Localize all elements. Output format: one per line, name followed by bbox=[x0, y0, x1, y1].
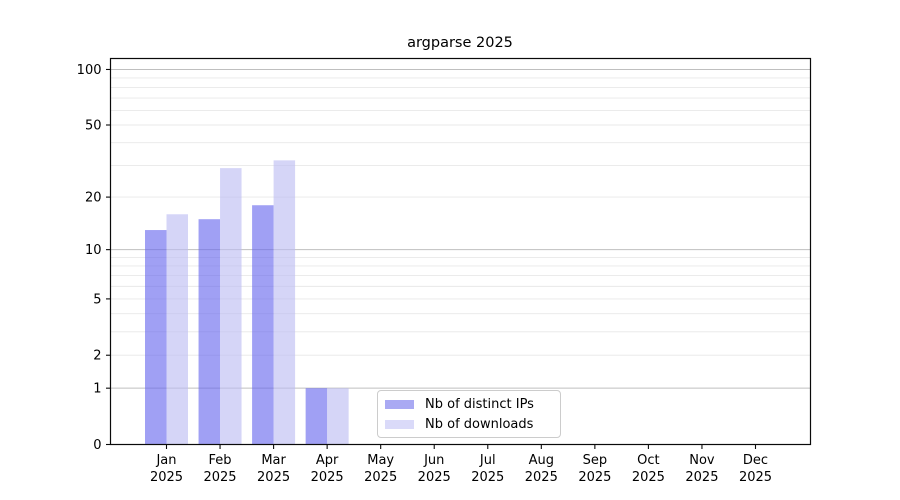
x-tick-label-month: Jan bbox=[155, 453, 176, 468]
bar-jan-downloads bbox=[166, 214, 188, 445]
bar-jan-distinct-ips bbox=[145, 230, 167, 445]
x-tick-label-month: Jul bbox=[479, 453, 496, 468]
x-tick-label-year: 2025 bbox=[471, 470, 504, 485]
bar-feb-downloads bbox=[220, 168, 242, 445]
y-tick-label: 1 bbox=[93, 382, 101, 397]
x-tick-label-year: 2025 bbox=[739, 470, 772, 485]
x-tick-label-year: 2025 bbox=[311, 470, 344, 485]
y-tick-label: 100 bbox=[77, 63, 102, 78]
legend: Nb of distinct IPs Nb of downloads bbox=[377, 390, 561, 438]
x-tick-label-month: Nov bbox=[689, 453, 715, 468]
x-tick-label-month: Feb bbox=[209, 453, 232, 468]
x-tick-label-month: Dec bbox=[743, 453, 768, 468]
x-tick-label-month: Oct bbox=[637, 453, 659, 468]
y-tick-label: 2 bbox=[93, 349, 101, 364]
x-tick-label-year: 2025 bbox=[364, 470, 397, 485]
x-tick-label-month: May bbox=[367, 453, 394, 468]
x-tick-label-year: 2025 bbox=[257, 470, 290, 485]
x-tick-label-month: Jun bbox=[423, 453, 444, 468]
legend-label-downloads: Nb of downloads bbox=[425, 416, 534, 432]
legend-item-downloads: Nb of downloads bbox=[385, 416, 552, 432]
legend-swatch-distinct-ips bbox=[385, 399, 414, 409]
bar-mar-downloads bbox=[273, 160, 296, 445]
x-tick-label-year: 2025 bbox=[203, 470, 236, 485]
bar-apr-downloads bbox=[327, 388, 349, 445]
y-tick-label: 0 bbox=[93, 438, 101, 453]
x-tick-label-year: 2025 bbox=[578, 470, 611, 485]
x-tick-label-year: 2025 bbox=[525, 470, 558, 485]
y-tick-label: 50 bbox=[85, 118, 102, 133]
legend-label-distinct-ips: Nb of distinct IPs bbox=[425, 396, 534, 412]
bar-feb-distinct-ips bbox=[198, 219, 221, 445]
y-tick-label: 5 bbox=[93, 292, 101, 307]
x-tick-label-year: 2025 bbox=[632, 470, 665, 485]
x-tick-label-month: Apr bbox=[316, 453, 339, 468]
chart-title: argparse 2025 bbox=[407, 35, 513, 51]
x-tick-label-year: 2025 bbox=[685, 470, 718, 485]
y-tick-label: 20 bbox=[85, 191, 102, 206]
legend-item-distinct-ips: Nb of distinct IPs bbox=[385, 396, 552, 412]
x-tick-label-year: 2025 bbox=[418, 470, 451, 485]
plot-border bbox=[109, 57, 812, 446]
y-tick-label: 10 bbox=[85, 243, 102, 258]
x-tick-label-month: Aug bbox=[529, 453, 554, 468]
legend-swatch-downloads bbox=[385, 419, 414, 429]
x-tick-label-month: Mar bbox=[261, 453, 286, 468]
bar-apr-distinct-ips bbox=[305, 388, 328, 445]
x-tick-label-month: Sep bbox=[583, 453, 608, 468]
bar-mar-distinct-ips bbox=[252, 205, 274, 445]
x-tick-label-year: 2025 bbox=[150, 470, 183, 485]
